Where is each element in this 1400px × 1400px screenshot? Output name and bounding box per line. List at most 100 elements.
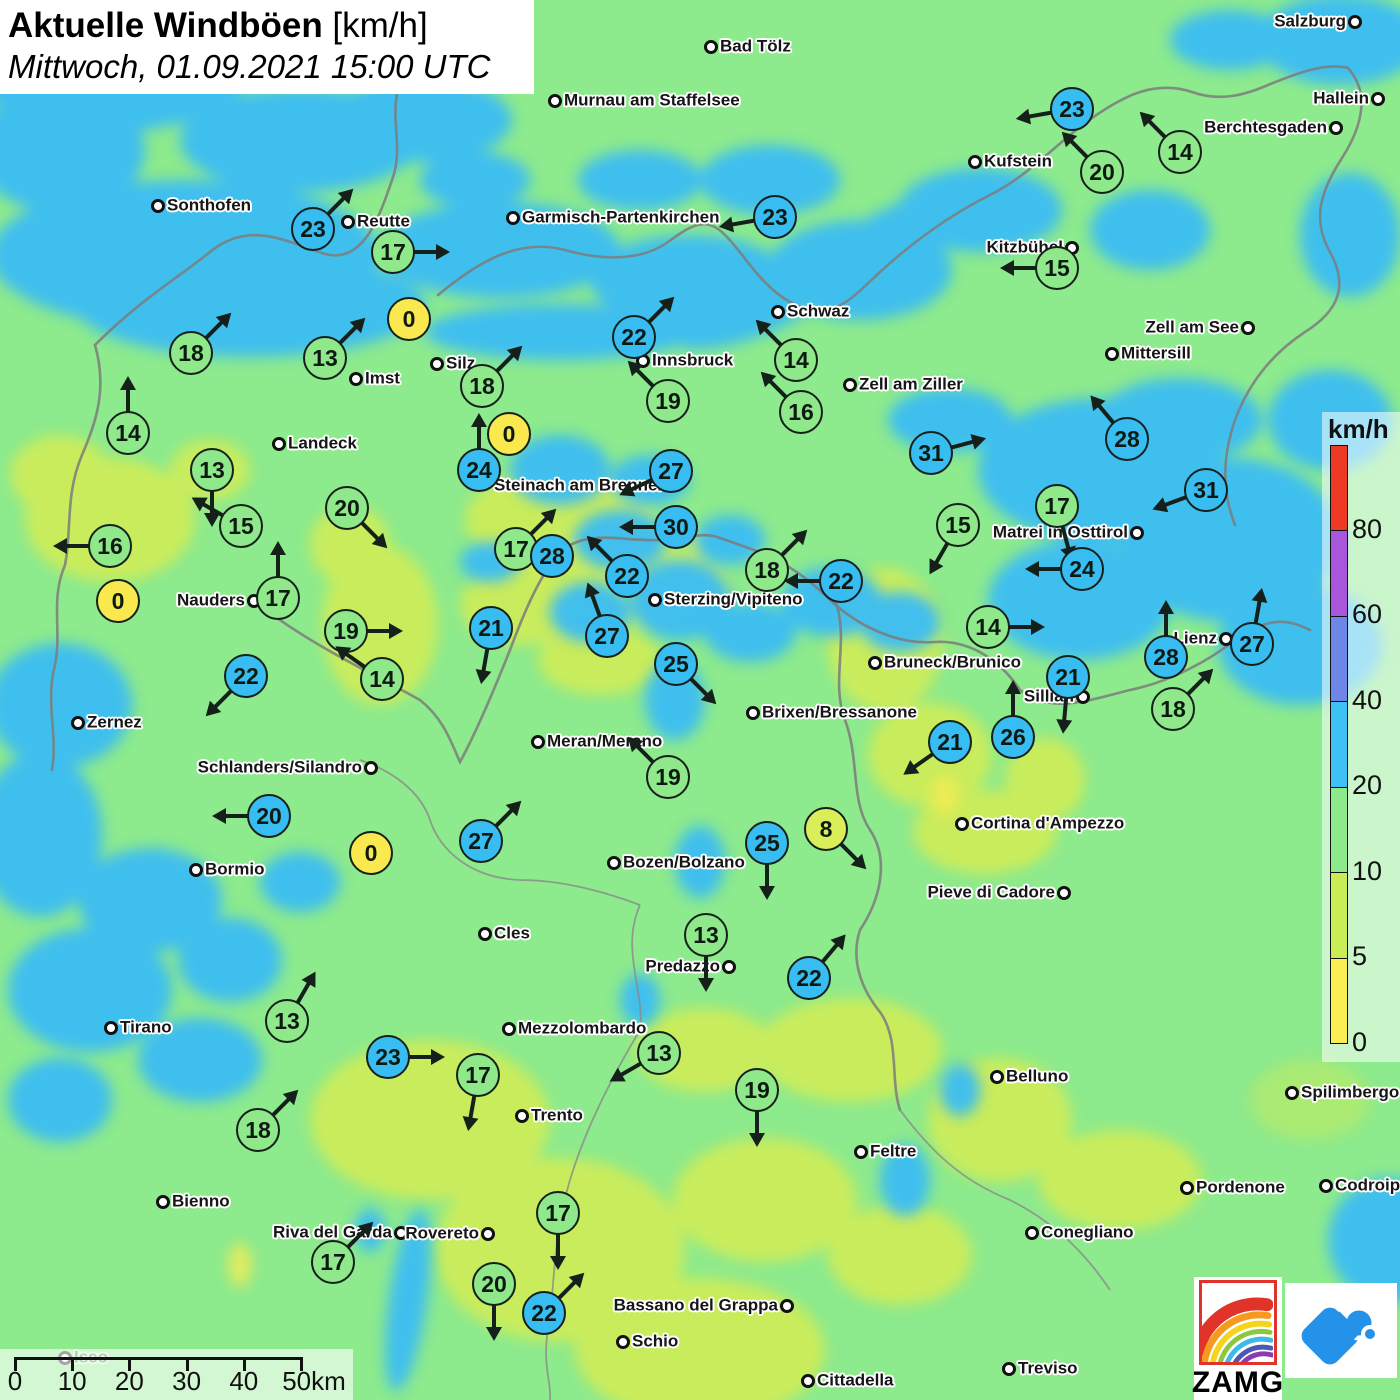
legend-segment	[1331, 446, 1347, 532]
wind-marker: 17	[456, 1053, 500, 1133]
city-label: Meran/Merano	[547, 731, 663, 751]
city-dot	[515, 1109, 529, 1123]
wind-gust-value: 28	[1105, 417, 1149, 461]
city-label: Pordenone	[1196, 1177, 1285, 1197]
wind-marker: 31	[1149, 468, 1228, 518]
city-dot	[1105, 347, 1119, 361]
city-label: Cittadella	[817, 1370, 894, 1390]
wind-gust-value: 22	[787, 956, 831, 1000]
legend-tick-label: 20	[1352, 770, 1383, 801]
city-label: Conegliano	[1041, 1222, 1134, 1242]
wind-marker: 17	[256, 541, 300, 620]
wind-marker: 18	[460, 339, 528, 408]
city-dot	[1371, 92, 1385, 106]
city-dot	[1329, 121, 1343, 135]
wind-gust-value: 17	[371, 230, 415, 274]
wind-marker: 8	[804, 807, 873, 875]
wind-marker: 22	[200, 654, 268, 723]
wind-marker: 0	[349, 831, 393, 875]
wind-gust-value: 24	[1060, 547, 1104, 591]
wind-gust-value: 21	[928, 720, 972, 764]
zamg-rainbow-icon	[1199, 1280, 1277, 1365]
wind-gust-value: 15	[936, 503, 980, 547]
wind-marker: 15	[1000, 246, 1079, 290]
wind-gust-value: 17	[456, 1053, 500, 1097]
wind-gust-value: 23	[366, 1035, 410, 1079]
wind-marker: 26	[991, 680, 1035, 759]
city-label: Cles	[494, 923, 530, 943]
wind-gust-value: 16	[88, 524, 132, 568]
city-label: Belluno	[1006, 1066, 1069, 1086]
wind-gust-value: 26	[991, 715, 1035, 759]
legend-color-bar	[1330, 445, 1348, 1044]
wind-gust-value: 24	[457, 448, 501, 492]
city-label: Garmisch-Partenkirchen	[522, 207, 720, 227]
wind-marker: 30	[619, 505, 698, 549]
legend-tick-label: 0	[1352, 1027, 1368, 1057]
wind-gust-value: 30	[654, 505, 698, 549]
wind-gust-value: 20	[325, 486, 369, 530]
wind-marker: 17	[536, 1191, 580, 1270]
city-label: Bormio	[205, 859, 265, 879]
city-dot	[968, 155, 982, 169]
wind-gust-value: 22	[522, 1291, 566, 1335]
city-label: Feltre	[870, 1141, 917, 1161]
city-dot	[430, 357, 444, 371]
city-label: Brixen/Bressanone	[762, 702, 917, 722]
wind-gust-value: 17	[536, 1191, 580, 1235]
wind-marker: 25	[745, 821, 789, 900]
wind-marker: 22	[784, 559, 863, 603]
map-timestamp: Mittwoch, 01.09.2021 15:00 UTC	[8, 48, 491, 85]
wind-gust-value: 27	[649, 449, 693, 493]
city-dot	[616, 1335, 630, 1349]
scalebar-label: 40	[229, 1366, 259, 1396]
wind-gust-value: 0	[96, 579, 140, 623]
wind-gust-value: 18	[745, 548, 789, 592]
city-label: Cortina d'Ampezzo	[971, 813, 1125, 833]
wind-marker: 14	[330, 640, 404, 701]
city-label: Berchtesgaden	[1204, 117, 1327, 137]
city-dot	[1002, 1362, 1016, 1376]
wind-marker: 22	[612, 290, 680, 359]
city-label: Zell am Ziller	[859, 374, 963, 394]
legend-tick-label: 40	[1352, 684, 1383, 715]
wind-gust-value: 25	[654, 642, 698, 686]
wind-marker: 22	[580, 530, 649, 598]
city-dot	[478, 927, 492, 941]
city-dot	[771, 305, 785, 319]
scalebar-tick	[14, 1357, 17, 1371]
city-label: Salzburg	[1274, 11, 1346, 31]
scalebar-tick	[128, 1357, 132, 1371]
wind-marker: 23	[717, 195, 797, 239]
wind-gust-value: 17	[311, 1240, 355, 1284]
wind-marker: 19	[735, 1068, 779, 1147]
zamg-logo: ZAMG	[1192, 1277, 1283, 1400]
wind-marker: 17	[371, 230, 450, 274]
wind-gust-value: 19	[646, 755, 690, 799]
city-label: Pieve di Cadore	[927, 882, 1055, 902]
city-label: Predazzo	[645, 956, 720, 976]
wind-marker: 20	[1055, 126, 1124, 194]
city-dot	[394, 1226, 408, 1240]
wind-gust-value: 13	[190, 448, 234, 492]
wind-marker: 27	[616, 449, 693, 503]
city-dot	[990, 1070, 1004, 1084]
city-dot	[1025, 1226, 1039, 1240]
city-label: Lienz	[1173, 628, 1217, 648]
wind-gust-value: 14	[1158, 130, 1202, 174]
city-label: Codroipo	[1335, 1175, 1400, 1195]
wind-marker: 16	[53, 524, 132, 568]
wind-gust-value: 18	[460, 364, 504, 408]
city-dot	[104, 1021, 118, 1035]
city-label: Reutte	[357, 211, 410, 231]
wind-gust-value: 20	[1080, 150, 1124, 194]
city-label: Zell am See	[1145, 317, 1239, 337]
wind-gust-value: 20	[247, 794, 291, 838]
wind-gust-value: 22	[819, 559, 863, 603]
wind-marker: 22	[787, 928, 852, 1000]
city-dot	[156, 1195, 170, 1209]
legend-tick-label: 10	[1352, 855, 1383, 886]
scalebar: 0 10 20 30 40 50km	[0, 1349, 353, 1400]
scalebar-label: 30	[172, 1366, 202, 1396]
